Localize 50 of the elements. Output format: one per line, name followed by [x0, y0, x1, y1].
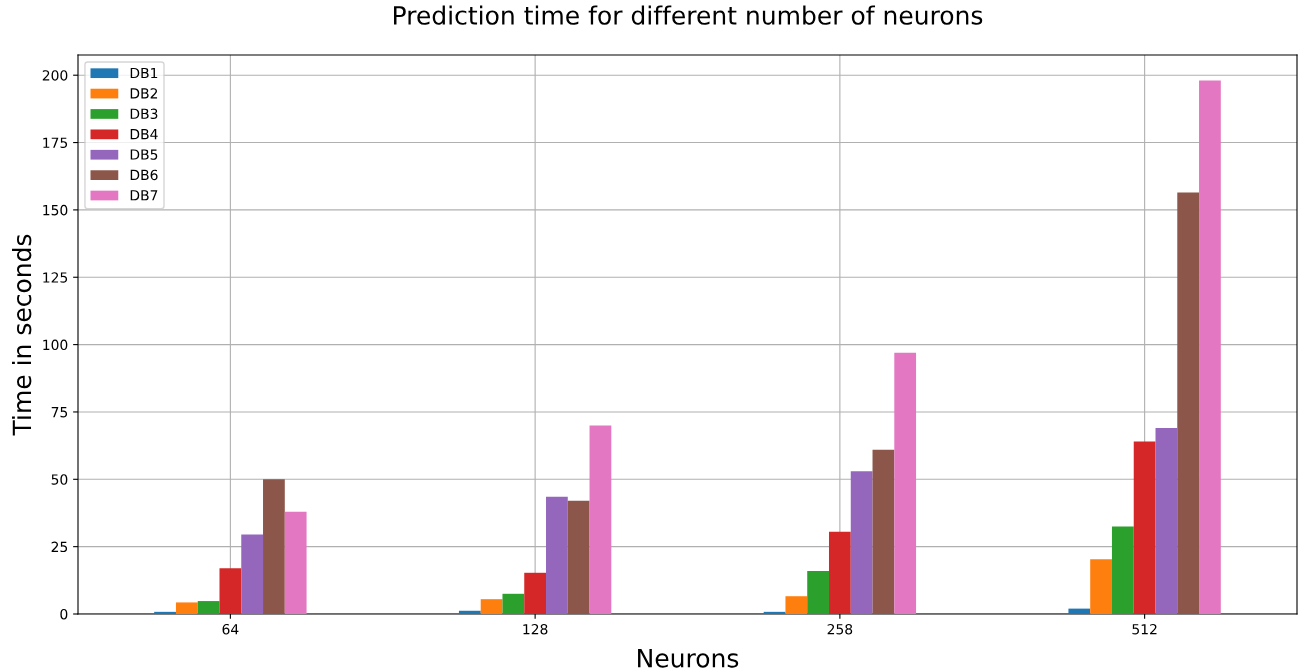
bar	[1199, 80, 1221, 614]
bar	[828, 531, 851, 614]
y-tick-label: 75	[51, 407, 68, 418]
bar	[154, 611, 176, 614]
bar	[1068, 608, 1091, 614]
bar	[284, 511, 307, 614]
bar	[850, 471, 873, 614]
bar	[546, 496, 568, 614]
chart-title: Prediction time for different number of neurons	[394, 5, 983, 25]
y-tick-label: 25	[51, 541, 68, 553]
bar	[480, 599, 503, 614]
y-tick-label: 50	[51, 474, 68, 485]
y-tick-label: 125	[43, 272, 68, 283]
bar	[458, 610, 481, 614]
legend-label: DB5	[130, 149, 158, 160]
x-tick-label: 512	[1132, 623, 1157, 635]
bar	[807, 570, 829, 614]
x-tick-label: 128	[523, 623, 548, 635]
legend-label: DB3	[130, 108, 158, 120]
bar	[241, 534, 264, 614]
bar	[524, 572, 547, 614]
x-axis-title: Neurons	[638, 649, 739, 668]
x-tick-label: 64	[222, 623, 239, 635]
bar	[1111, 526, 1134, 614]
bar	[1177, 192, 1200, 614]
bar	[894, 352, 917, 614]
bar	[785, 596, 808, 614]
legend-label: DB6	[130, 169, 158, 181]
bar	[219, 568, 242, 614]
bar	[872, 449, 895, 614]
legend-label: DB2	[130, 88, 158, 99]
bar	[1133, 441, 1156, 614]
bar	[175, 602, 198, 614]
bar	[1090, 559, 1112, 614]
bar	[197, 601, 220, 614]
bar	[589, 425, 612, 614]
x-tick-label: 258	[827, 623, 853, 635]
y-tick-label: 200	[42, 70, 68, 81]
bar	[502, 593, 525, 614]
y-tick-label: 100	[43, 339, 68, 351]
y-tick-label: 150	[43, 204, 68, 216]
y-tick-label: 175	[43, 137, 68, 149]
bar	[1155, 428, 1178, 614]
bar	[567, 500, 590, 614]
legend-label: DB4	[130, 129, 158, 140]
legend-label: DB7	[130, 190, 158, 201]
bar	[263, 479, 285, 614]
y-tick-label: 0	[60, 608, 68, 620]
y-axis-title: Time in seconds	[12, 234, 32, 436]
legend-label: DB1	[130, 67, 158, 79]
